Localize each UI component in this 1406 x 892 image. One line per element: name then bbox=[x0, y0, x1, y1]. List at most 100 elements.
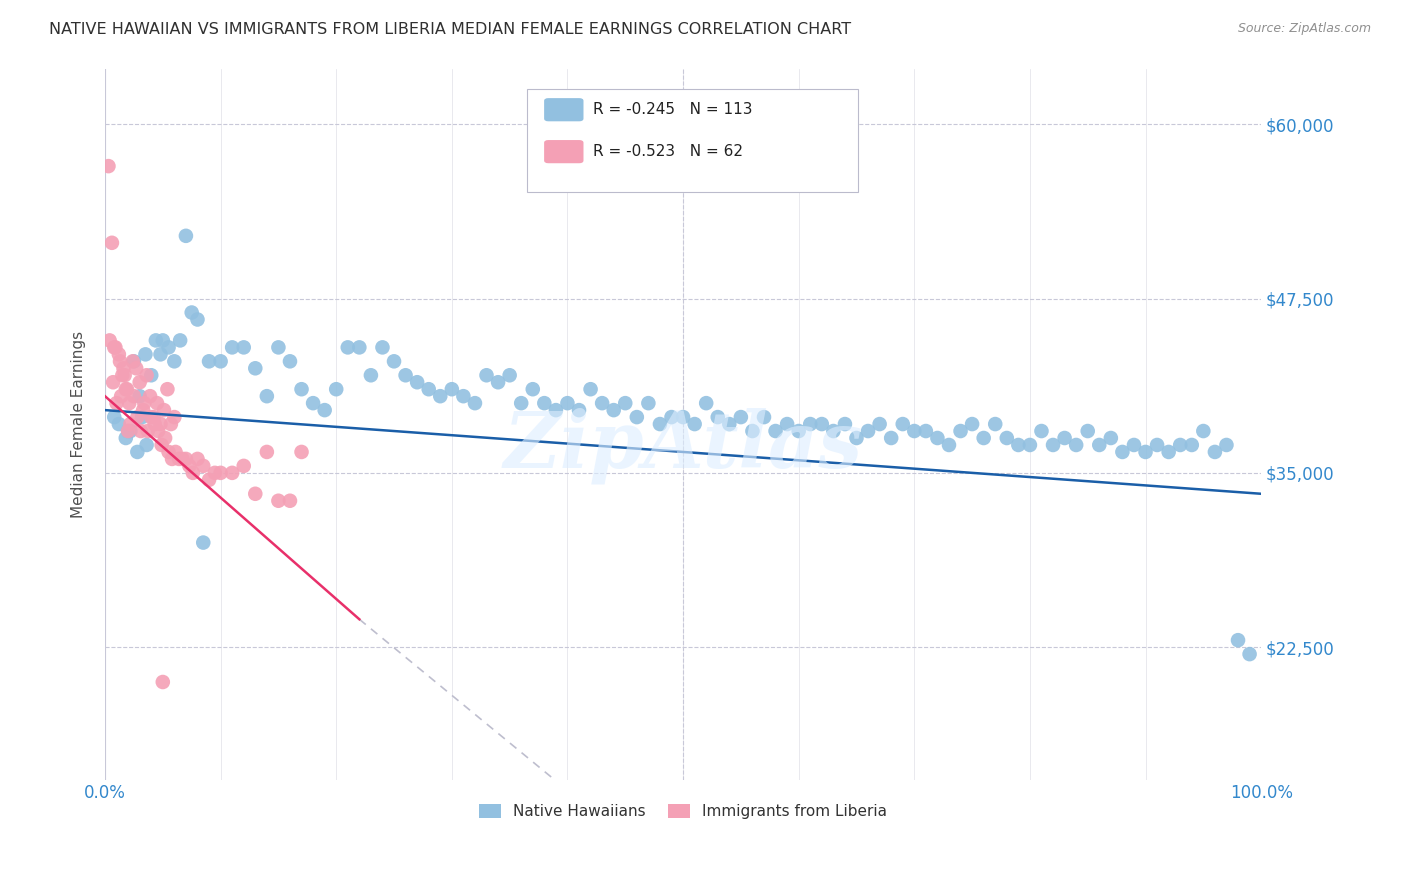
Point bbox=[995, 431, 1018, 445]
Point bbox=[1239, 647, 1261, 661]
Point bbox=[181, 466, 204, 480]
Point bbox=[856, 424, 879, 438]
Point bbox=[1042, 438, 1064, 452]
Point bbox=[245, 487, 267, 501]
Point bbox=[1146, 438, 1168, 452]
Point bbox=[128, 376, 150, 390]
Point bbox=[131, 410, 153, 425]
Point bbox=[498, 368, 520, 383]
Point bbox=[637, 396, 659, 410]
Point bbox=[973, 431, 995, 445]
Point bbox=[1181, 438, 1204, 452]
Point bbox=[153, 403, 176, 417]
Point bbox=[533, 396, 555, 410]
Point bbox=[135, 368, 157, 383]
Point bbox=[117, 424, 139, 438]
Point bbox=[136, 424, 159, 438]
Point bbox=[174, 451, 197, 466]
Point bbox=[811, 417, 834, 431]
Point bbox=[143, 417, 166, 431]
Point bbox=[232, 340, 254, 354]
Point bbox=[186, 451, 208, 466]
Point bbox=[1111, 445, 1133, 459]
Point bbox=[718, 417, 741, 431]
Point bbox=[193, 535, 215, 549]
Point bbox=[172, 451, 194, 466]
Point bbox=[325, 382, 347, 396]
Point bbox=[949, 424, 972, 438]
Point bbox=[134, 347, 156, 361]
Point bbox=[406, 376, 429, 390]
Point bbox=[245, 361, 267, 376]
Point bbox=[278, 354, 301, 368]
Point bbox=[336, 340, 359, 354]
Point bbox=[382, 354, 405, 368]
Point bbox=[101, 376, 124, 390]
Point bbox=[1123, 438, 1146, 452]
Point bbox=[302, 396, 325, 410]
Point bbox=[927, 431, 949, 445]
Point bbox=[127, 445, 149, 459]
Point bbox=[152, 334, 174, 348]
Point bbox=[1135, 445, 1157, 459]
Point bbox=[672, 410, 695, 425]
Text: NATIVE HAWAIIAN VS IMMIGRANTS FROM LIBERIA MEDIAN FEMALE EARNINGS CORRELATION CH: NATIVE HAWAIIAN VS IMMIGRANTS FROM LIBER… bbox=[49, 22, 852, 37]
Point bbox=[938, 438, 960, 452]
Point bbox=[105, 396, 128, 410]
Point bbox=[122, 389, 145, 403]
Point bbox=[153, 431, 176, 445]
Point bbox=[157, 445, 180, 459]
Point bbox=[891, 417, 914, 431]
Point bbox=[167, 451, 190, 466]
Point bbox=[117, 424, 139, 438]
Point bbox=[118, 396, 141, 410]
Point bbox=[1007, 438, 1029, 452]
Text: R = -0.245   N = 113: R = -0.245 N = 113 bbox=[593, 103, 752, 117]
Point bbox=[1192, 424, 1215, 438]
Point bbox=[221, 340, 243, 354]
Point bbox=[145, 334, 167, 348]
Point bbox=[160, 417, 183, 431]
Point bbox=[114, 368, 136, 383]
Point bbox=[1019, 438, 1042, 452]
Point bbox=[198, 473, 221, 487]
Point bbox=[776, 417, 799, 431]
Point bbox=[193, 458, 215, 473]
Point bbox=[1204, 445, 1226, 459]
Point bbox=[169, 334, 191, 348]
Point bbox=[1157, 445, 1180, 459]
Point bbox=[614, 396, 637, 410]
Legend: Native Hawaiians, Immigrants from Liberia: Native Hawaiians, Immigrants from Liberi… bbox=[472, 797, 893, 825]
Point bbox=[204, 466, 226, 480]
Point bbox=[648, 417, 671, 431]
Point bbox=[290, 382, 312, 396]
Point bbox=[114, 382, 136, 396]
Point bbox=[127, 410, 149, 425]
Point bbox=[626, 410, 648, 425]
Point bbox=[163, 354, 186, 368]
Point bbox=[139, 389, 162, 403]
Point bbox=[110, 389, 132, 403]
Point bbox=[915, 424, 938, 438]
Point bbox=[186, 312, 208, 326]
Point bbox=[360, 368, 382, 383]
Text: ZipAtlas: ZipAtlas bbox=[503, 407, 863, 483]
Point bbox=[115, 382, 138, 396]
Point bbox=[142, 410, 165, 425]
Point bbox=[198, 354, 221, 368]
Point bbox=[1168, 438, 1191, 452]
Point bbox=[1031, 424, 1053, 438]
Point bbox=[1053, 431, 1076, 445]
Point bbox=[464, 396, 486, 410]
Point bbox=[150, 438, 173, 452]
Point bbox=[741, 424, 763, 438]
Point bbox=[799, 417, 821, 431]
Point bbox=[752, 410, 775, 425]
Y-axis label: Median Female Earnings: Median Female Earnings bbox=[72, 331, 86, 517]
Point bbox=[120, 417, 142, 431]
Point bbox=[903, 424, 925, 438]
Point bbox=[1099, 431, 1122, 445]
Point bbox=[108, 354, 131, 368]
Point bbox=[1077, 424, 1099, 438]
Point bbox=[349, 340, 371, 354]
